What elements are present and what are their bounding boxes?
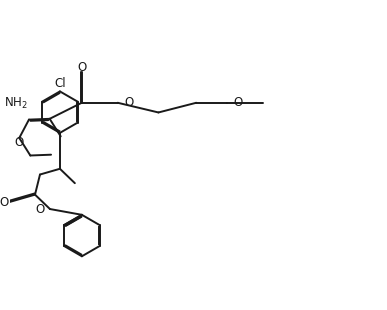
Text: O: O [15,136,24,149]
Text: O: O [36,202,45,215]
Text: O: O [0,196,9,209]
Text: O: O [125,96,134,109]
Text: Cl: Cl [54,77,66,90]
Text: O: O [77,61,86,74]
Text: NH$_2$: NH$_2$ [4,96,28,111]
Text: O: O [234,96,243,109]
